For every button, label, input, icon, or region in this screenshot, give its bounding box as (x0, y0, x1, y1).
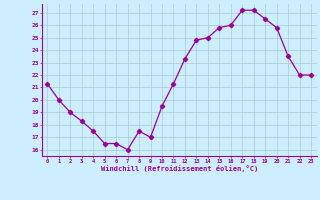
X-axis label: Windchill (Refroidissement éolien,°C): Windchill (Refroidissement éolien,°C) (100, 165, 258, 172)
